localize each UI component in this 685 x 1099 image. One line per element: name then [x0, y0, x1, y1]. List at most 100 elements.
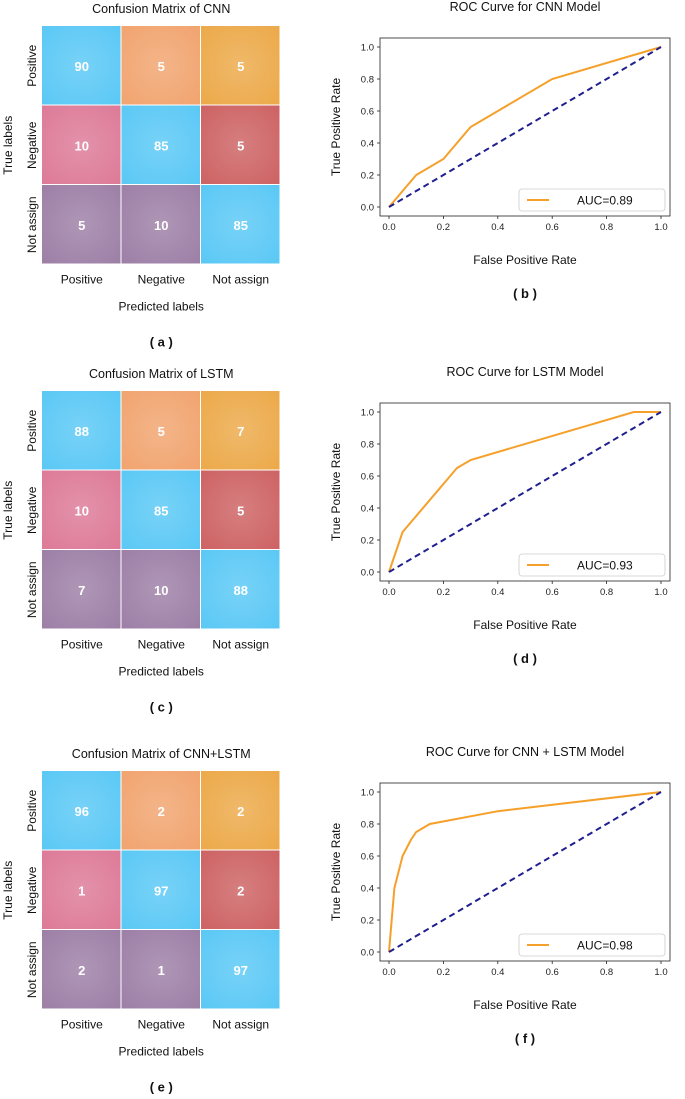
- y-axis-label: True labels: [1, 861, 15, 920]
- plot-frame: [379, 37, 671, 217]
- x-tick-label: 0.2: [437, 587, 450, 598]
- cell-value: 5: [237, 503, 244, 518]
- matrix-cell: [42, 105, 121, 184]
- y-axis-label: True Positive Rate: [329, 823, 343, 922]
- roc-curve-cnn-lstm: ROC Curve for CNN + LSTM Model 0.0 0.0 0.2 0…: [329, 745, 671, 1046]
- x-axis-label: Predicted labels: [119, 1045, 204, 1059]
- matrix-cell: [201, 391, 280, 470]
- chart-title: Confusion Matrix of CNN: [92, 2, 230, 16]
- y-tick-label: 0.4: [361, 884, 374, 895]
- y-axis-label: True labels: [1, 481, 15, 540]
- y-tick-label: Negative: [25, 486, 39, 534]
- x-tick-label: Not assign: [212, 273, 269, 287]
- panel-caption: ( c ): [150, 700, 173, 715]
- roc-curve-lstm: ROC Curve for LSTM Model 0.0 0.0 0.2 0.2 0.4 0…: [329, 365, 671, 666]
- x-tick-label: 0.4: [491, 587, 504, 598]
- cell-value: 7: [237, 424, 244, 439]
- legend-label: AUC=0.89: [577, 194, 633, 208]
- matrix-cell: [42, 26, 121, 105]
- cell-value: 10: [75, 503, 89, 518]
- y-tick-label: Positive: [25, 44, 39, 86]
- panel-caption: ( b ): [513, 286, 537, 301]
- y-tick-label: 0.0: [361, 568, 374, 579]
- cell-value: 2: [237, 883, 244, 898]
- y-tick-label: 0.4: [361, 504, 374, 515]
- diagonal-reference-line: [388, 791, 662, 953]
- cell-value: 10: [154, 583, 168, 598]
- y-tick-label: Negative: [25, 121, 39, 169]
- cell-value: 90: [75, 59, 89, 74]
- x-tick-label: 1.0: [654, 967, 667, 978]
- x-axis-label: Predicted labels: [119, 300, 204, 314]
- cell-value: 85: [154, 503, 168, 518]
- matrix-cell: [42, 185, 121, 264]
- x-tick-label: 0.2: [437, 222, 450, 233]
- cell-value: 85: [154, 138, 168, 153]
- x-tick-label: 0.0: [382, 967, 395, 978]
- cell-value: 88: [75, 424, 89, 439]
- y-tick-label: 0.8: [361, 440, 374, 451]
- y-tick-label: 0.2: [361, 536, 374, 547]
- matrix-cell: [121, 26, 200, 105]
- y-tick-label: 0.2: [361, 171, 374, 182]
- x-tick-label: Not assign: [212, 638, 269, 652]
- cell-value: 5: [158, 424, 165, 439]
- legend-box: [518, 933, 666, 957]
- panel-caption: ( f ): [515, 1031, 535, 1046]
- x-tick-label: Positive: [61, 638, 103, 652]
- matrix-cell: [201, 26, 280, 105]
- matrix-cell: [121, 185, 200, 264]
- legend-box: [518, 553, 666, 577]
- y-tick-label: 1.0: [361, 43, 374, 54]
- x-tick-label: 1.0: [654, 587, 667, 598]
- cell-value: 96: [75, 804, 89, 819]
- x-tick-label: Negative: [138, 1018, 186, 1032]
- chart-title: ROC Curve for CNN Model: [450, 0, 601, 14]
- y-tick-label: Positive: [25, 789, 39, 831]
- panel-caption: ( e ): [150, 1080, 173, 1095]
- cell-value: 2: [78, 963, 85, 978]
- cell-value: 1: [158, 963, 165, 978]
- x-tick-label: 0.6: [546, 587, 559, 598]
- plot-frame: [379, 402, 671, 582]
- x-tick-label: 1.0: [654, 222, 667, 233]
- x-tick-label: 0.4: [491, 967, 504, 978]
- diagonal-reference-line: [388, 46, 662, 208]
- x-tick-label: Negative: [138, 273, 186, 287]
- cell-value: 10: [154, 218, 168, 233]
- matrix-cell: [201, 930, 280, 1009]
- cell-value: 1: [78, 883, 85, 898]
- matrix-cell: [201, 185, 280, 264]
- matrix-cell: [121, 850, 200, 929]
- chart-title: ROC Curve for LSTM Model: [447, 365, 604, 379]
- y-tick-label: Negative: [25, 866, 39, 914]
- y-axis-label: True Positive Rate: [329, 78, 343, 177]
- y-tick-label: 0.8: [361, 820, 374, 831]
- matrix-cell: [121, 930, 200, 1009]
- matrix-cell: [201, 470, 280, 549]
- y-tick-label: 0.6: [361, 852, 374, 863]
- chart-title: Confusion Matrix of LSTM: [89, 367, 234, 381]
- cell-value: 88: [234, 583, 248, 598]
- cell-value: 85: [234, 218, 248, 233]
- roc-curve-line: [388, 791, 662, 953]
- y-tick-label: Positive: [25, 409, 39, 451]
- panel-caption: ( a ): [150, 335, 173, 350]
- legend-label: AUC=0.93: [577, 559, 633, 573]
- x-tick-label: Not assign: [212, 1018, 269, 1032]
- matrix-cell: [42, 550, 121, 629]
- legend-label: AUC=0.98: [577, 939, 633, 953]
- x-tick-label: Positive: [61, 1018, 103, 1032]
- y-tick-label: Not assign: [25, 196, 39, 253]
- matrix-cell: [121, 470, 200, 549]
- x-tick-label: 0.8: [600, 967, 613, 978]
- cell-value: 7: [78, 583, 85, 598]
- panel-caption: ( d ): [513, 651, 537, 666]
- confusion-matrix-lstm: Confusion Matrix of LSTM 88 5 7 10 85 5 7 10 88 Po…: [1, 367, 280, 715]
- y-tick-label: 0.4: [361, 139, 374, 150]
- x-axis-label: False Positive Rate: [473, 253, 577, 267]
- x-tick-label: 0.6: [546, 222, 559, 233]
- y-tick-label: 1.0: [361, 788, 374, 799]
- cell-value: 2: [237, 804, 244, 819]
- matrix-cell: [201, 771, 280, 850]
